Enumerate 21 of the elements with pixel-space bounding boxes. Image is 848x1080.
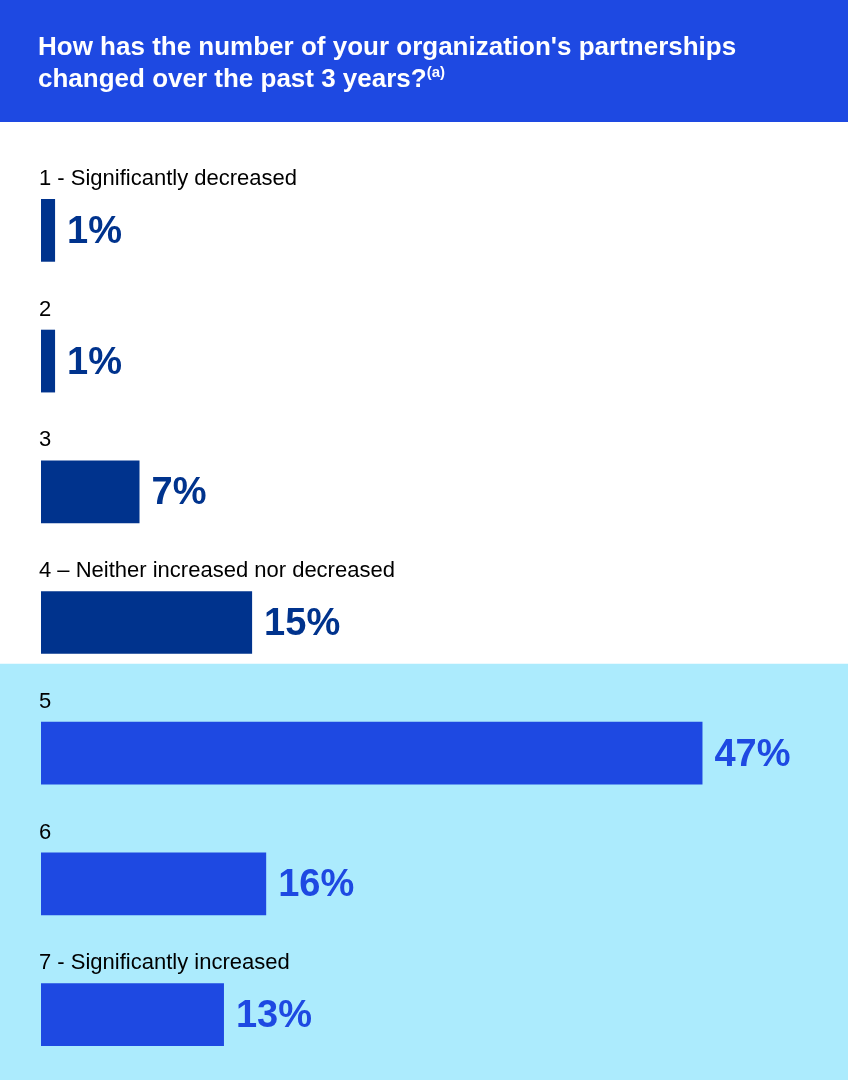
y-tick-label: 7 - Significantly increased: [39, 949, 290, 975]
bar: [41, 460, 140, 524]
y-tick-label: 6: [39, 818, 52, 844]
data-label: 1%: [67, 339, 122, 382]
bar: [41, 591, 253, 654]
bar: [41, 198, 56, 262]
data-label: 1%: [67, 208, 122, 251]
bar: [41, 329, 56, 393]
data-label: 7%: [151, 470, 207, 513]
y-tick-label: 1 - Significantly decreased: [39, 164, 298, 190]
y-tick-label: 5: [39, 687, 52, 713]
data-label: 13%: [235, 993, 313, 1036]
bar: [41, 852, 267, 916]
bar: [41, 983, 224, 1047]
y-tick-label: 3: [39, 426, 52, 452]
data-label: 16%: [278, 862, 355, 905]
bar: [41, 721, 703, 785]
data-label: 15%: [264, 600, 341, 643]
y-tick-label: 2: [39, 295, 52, 321]
y-tick-label: 4 – Neither increased nor decreased: [39, 557, 395, 583]
data-label: 47%: [714, 731, 791, 774]
